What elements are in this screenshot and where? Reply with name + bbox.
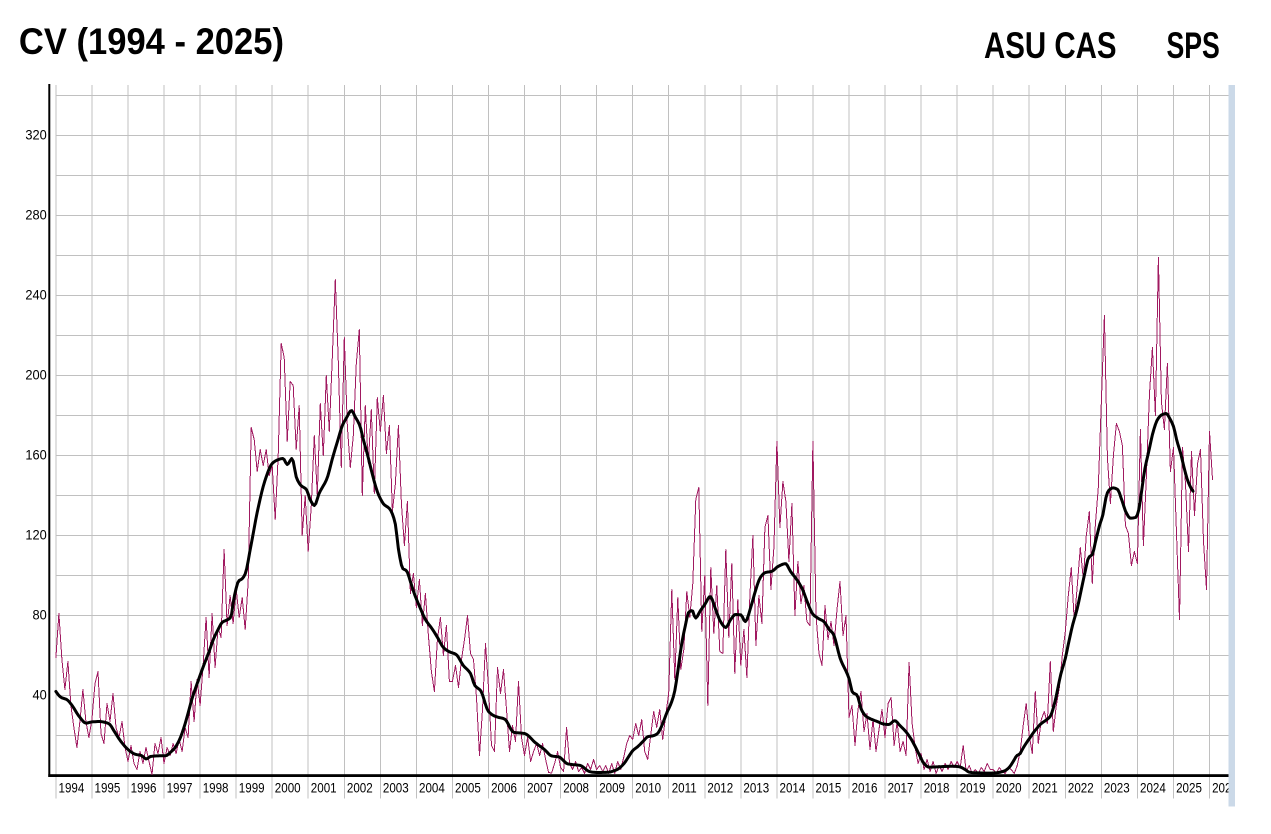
svg-text:120: 120 <box>25 527 46 542</box>
svg-text:2012: 2012 <box>707 781 733 796</box>
svg-text:2007: 2007 <box>527 781 553 796</box>
svg-text:1996: 1996 <box>131 781 157 796</box>
svg-text:2024: 2024 <box>1140 781 1166 796</box>
svg-text:1995: 1995 <box>94 781 120 796</box>
svg-text:CV (1994 - 2025): CV (1994 - 2025) <box>19 19 284 62</box>
svg-text:SPS: SPS <box>1167 25 1220 66</box>
svg-text:2008: 2008 <box>563 781 589 796</box>
svg-text:200: 200 <box>25 367 46 382</box>
svg-text:2020: 2020 <box>996 781 1022 796</box>
svg-text:2006: 2006 <box>491 781 517 796</box>
svg-text:1994: 1994 <box>58 781 84 796</box>
svg-text:2001: 2001 <box>311 781 337 796</box>
svg-text:80: 80 <box>33 607 47 622</box>
svg-text:1997: 1997 <box>167 781 193 796</box>
svg-text:2010: 2010 <box>635 781 661 796</box>
svg-text:160: 160 <box>25 447 46 462</box>
svg-text:2019: 2019 <box>960 781 986 796</box>
svg-text:320: 320 <box>25 127 46 142</box>
svg-text:2023: 2023 <box>1104 781 1130 796</box>
svg-text:2000: 2000 <box>275 781 301 796</box>
svg-text:2003: 2003 <box>383 781 409 796</box>
svg-text:2022: 2022 <box>1068 781 1094 796</box>
svg-text:2011: 2011 <box>672 781 697 796</box>
svg-text:2013: 2013 <box>743 781 769 796</box>
svg-text:1998: 1998 <box>203 781 229 796</box>
svg-text:40: 40 <box>33 687 47 702</box>
svg-text:2004: 2004 <box>419 781 445 796</box>
svg-text:2025: 2025 <box>1176 781 1202 796</box>
svg-text:1999: 1999 <box>239 781 265 796</box>
svg-text:2021: 2021 <box>1032 781 1058 796</box>
svg-text:ASU CAS: ASU CAS <box>984 26 1117 67</box>
svg-text:2014: 2014 <box>779 781 805 796</box>
svg-text:2017: 2017 <box>888 781 914 796</box>
svg-text:2016: 2016 <box>852 781 878 796</box>
svg-text:240: 240 <box>25 287 46 302</box>
svg-text:2002: 2002 <box>347 781 373 796</box>
svg-text:2026: 2026 <box>1212 781 1238 796</box>
svg-text:2009: 2009 <box>599 781 625 796</box>
svg-text:2015: 2015 <box>815 781 841 796</box>
svg-text:2005: 2005 <box>455 781 481 796</box>
svg-text:2018: 2018 <box>924 781 950 796</box>
svg-text:280: 280 <box>25 207 46 222</box>
